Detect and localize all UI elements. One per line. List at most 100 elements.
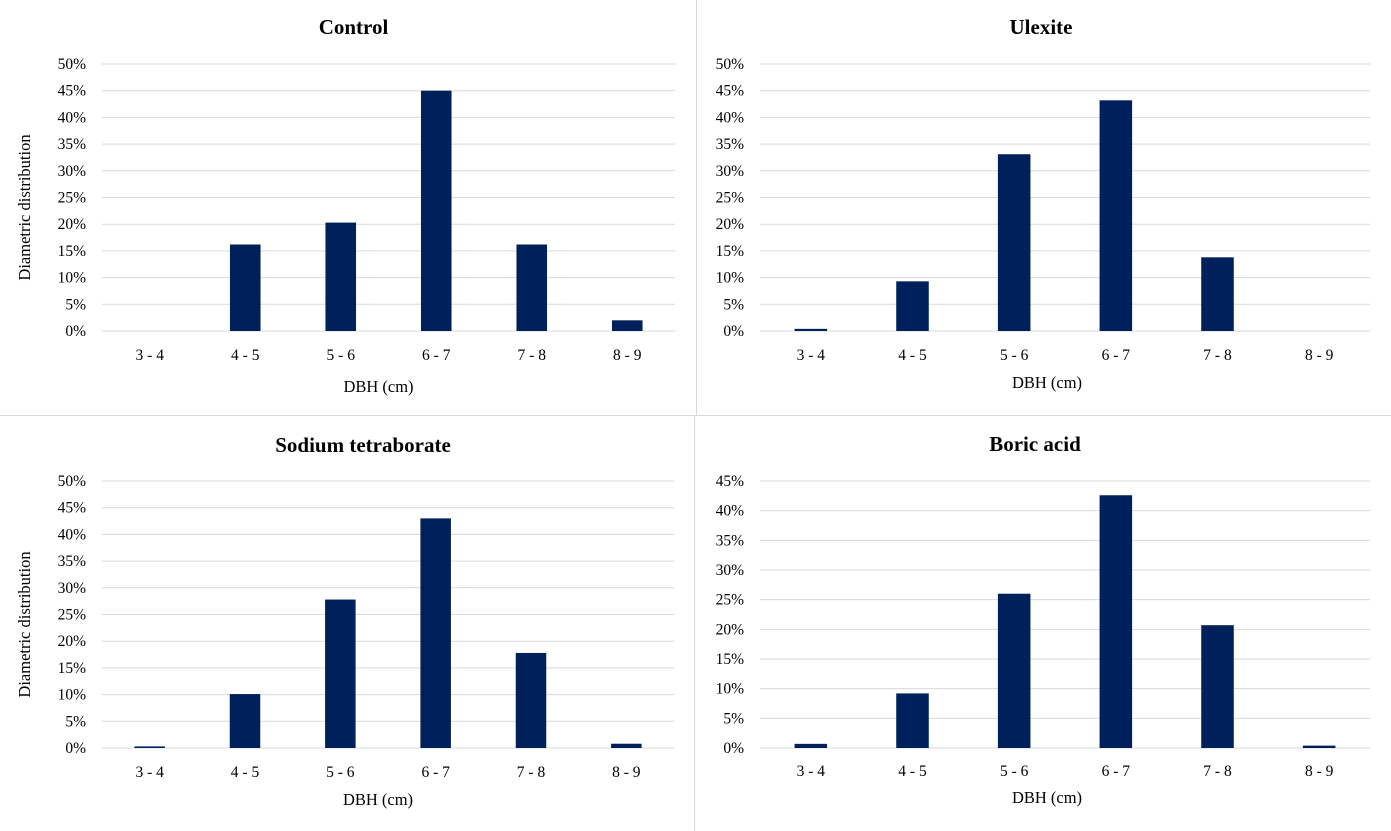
bar — [896, 693, 929, 748]
y-tick-label: 10% — [58, 687, 87, 704]
x-tick-label: 8 - 9 — [1305, 347, 1334, 364]
y-tick-label: 15% — [58, 660, 87, 677]
y-tick-label: 0% — [723, 740, 744, 757]
x-tick-label: 4 - 5 — [898, 763, 927, 780]
x-tick-label: 5 - 6 — [1000, 347, 1029, 364]
bar — [997, 154, 1031, 331]
y-tick-label: 20% — [716, 216, 745, 233]
x-tick-label: 7 - 8 — [1203, 763, 1232, 780]
x-tick-label: 4 - 5 — [231, 764, 260, 781]
y-tick-label: 5% — [723, 296, 744, 313]
y-tick-label: 10% — [716, 270, 745, 287]
y-tick-label: 40% — [58, 526, 87, 543]
bar — [997, 593, 1031, 748]
y-axis-label: Diametric distribution — [15, 551, 34, 697]
x-tick-label: 4 - 5 — [231, 347, 260, 364]
bar — [325, 599, 356, 748]
x-tick-label: 7 - 8 — [518, 347, 547, 364]
y-tick-label: 35% — [58, 553, 87, 570]
y-tick-label: 50% — [716, 56, 745, 73]
bar — [794, 743, 828, 748]
y-tick-label: 30% — [58, 580, 87, 597]
y-tick-label: 45% — [58, 83, 87, 100]
x-tick-label: 6 - 7 — [1102, 763, 1131, 780]
y-tick-label: 10% — [58, 270, 87, 287]
y-tick-label: 25% — [58, 190, 87, 207]
bar — [515, 652, 547, 748]
y-tick-label: 50% — [58, 56, 87, 73]
chart-boric-acid: Boric acid 0% 5% 10% 15% 20% 25% 30% 35% 40% 45% 3 … — [716, 432, 1370, 807]
x-tick-label: 6 - 7 — [422, 347, 451, 364]
bar — [1201, 625, 1234, 748]
bar — [420, 518, 451, 748]
bar — [794, 328, 828, 331]
y-tick-label: 20% — [58, 216, 87, 233]
y-tick-label: 40% — [716, 109, 745, 126]
chart-title: Ulexite — [1010, 15, 1073, 39]
y-tick-label: 0% — [65, 323, 86, 340]
x-tick-label: 6 - 7 — [421, 764, 450, 781]
bar — [516, 244, 548, 331]
y-tick-label: 5% — [65, 713, 86, 730]
chart-control: Control 0% 5% 10% 15% 20% 25% 30% 35% 40% 45% 50% 3 … — [15, 15, 675, 396]
x-tick-label: 8 - 9 — [1305, 763, 1334, 780]
bar — [229, 244, 261, 331]
chart-panel-control: Control 0% 5% 10% 15% 20% 25% 30% 35% 40% 45% 50% 3 … — [0, 0, 695, 414]
y-tick-label: 35% — [716, 532, 745, 549]
x-tick-label: 3 - 4 — [135, 764, 164, 781]
x-axis-label: DBH (cm) — [343, 377, 413, 396]
y-tick-label: 40% — [58, 109, 87, 126]
x-axis-label: DBH (cm) — [1012, 373, 1082, 392]
x-tick-label: 8 - 9 — [612, 764, 641, 781]
x-tick-label: 5 - 6 — [327, 347, 356, 364]
chart-ulexite: Ulexite 0% 5% 10% 15% 20% 25% 30% 35% 40% 45% 50% 3 … — [716, 15, 1370, 392]
y-tick-label: 50% — [58, 473, 87, 490]
x-tick-label: 3 - 4 — [797, 347, 826, 364]
bar — [1099, 495, 1133, 748]
y-tick-label: 30% — [716, 562, 745, 579]
bar — [134, 746, 165, 748]
y-tick-label: 5% — [65, 296, 86, 313]
bar — [229, 694, 261, 748]
bar — [325, 222, 357, 331]
y-tick-label: 10% — [716, 681, 745, 698]
x-tick-label: 8 - 9 — [613, 347, 642, 364]
y-tick-label: 15% — [716, 651, 745, 668]
y-tick-label: 40% — [716, 503, 745, 520]
y-tick-label: 0% — [65, 740, 86, 757]
y-tick-label: 45% — [716, 473, 745, 490]
y-tick-label: 30% — [58, 163, 87, 180]
chart-title: Boric acid — [989, 432, 1081, 456]
x-tick-label: 5 - 6 — [1000, 763, 1029, 780]
x-tick-label: 3 - 4 — [136, 347, 165, 364]
chart-panel-sodium-tetraborate: Sodium tetraborate 0% 5% 10% 15% 20% 25% 30% 35%… — [0, 417, 694, 831]
y-tick-label: 35% — [58, 136, 87, 153]
y-tick-label: 20% — [58, 633, 87, 650]
bar — [1099, 100, 1133, 331]
y-tick-label: 25% — [716, 592, 745, 609]
chart-panel-ulexite: Ulexite 0% 5% 10% 15% 20% 25% 30% 35% 40% 45% 50% 3 … — [697, 0, 1391, 414]
bar — [1302, 745, 1336, 748]
bar — [896, 281, 929, 331]
y-tick-label: 25% — [716, 190, 745, 207]
y-tick-label: 15% — [58, 243, 87, 260]
y-tick-label: 15% — [716, 243, 745, 260]
y-tick-label: 30% — [716, 163, 745, 180]
x-tick-label: 5 - 6 — [326, 764, 355, 781]
y-tick-label: 45% — [58, 500, 87, 517]
x-tick-label: 3 - 4 — [797, 763, 826, 780]
bar — [611, 743, 642, 748]
chart-title: Sodium tetraborate — [275, 433, 451, 457]
chart-title: Control — [319, 15, 389, 39]
x-tick-label: 7 - 8 — [1203, 347, 1232, 364]
vertical-divider-bottom — [694, 416, 695, 831]
x-axis-label: DBH (cm) — [343, 790, 413, 809]
y-tick-label: 25% — [58, 607, 87, 624]
y-tick-label: 0% — [723, 323, 744, 340]
y-tick-label: 20% — [716, 621, 745, 638]
x-axis-label: DBH (cm) — [1012, 788, 1082, 807]
bar — [420, 90, 452, 331]
bar — [611, 320, 643, 331]
y-tick-label: 35% — [716, 136, 745, 153]
x-tick-label: 7 - 8 — [517, 764, 546, 781]
